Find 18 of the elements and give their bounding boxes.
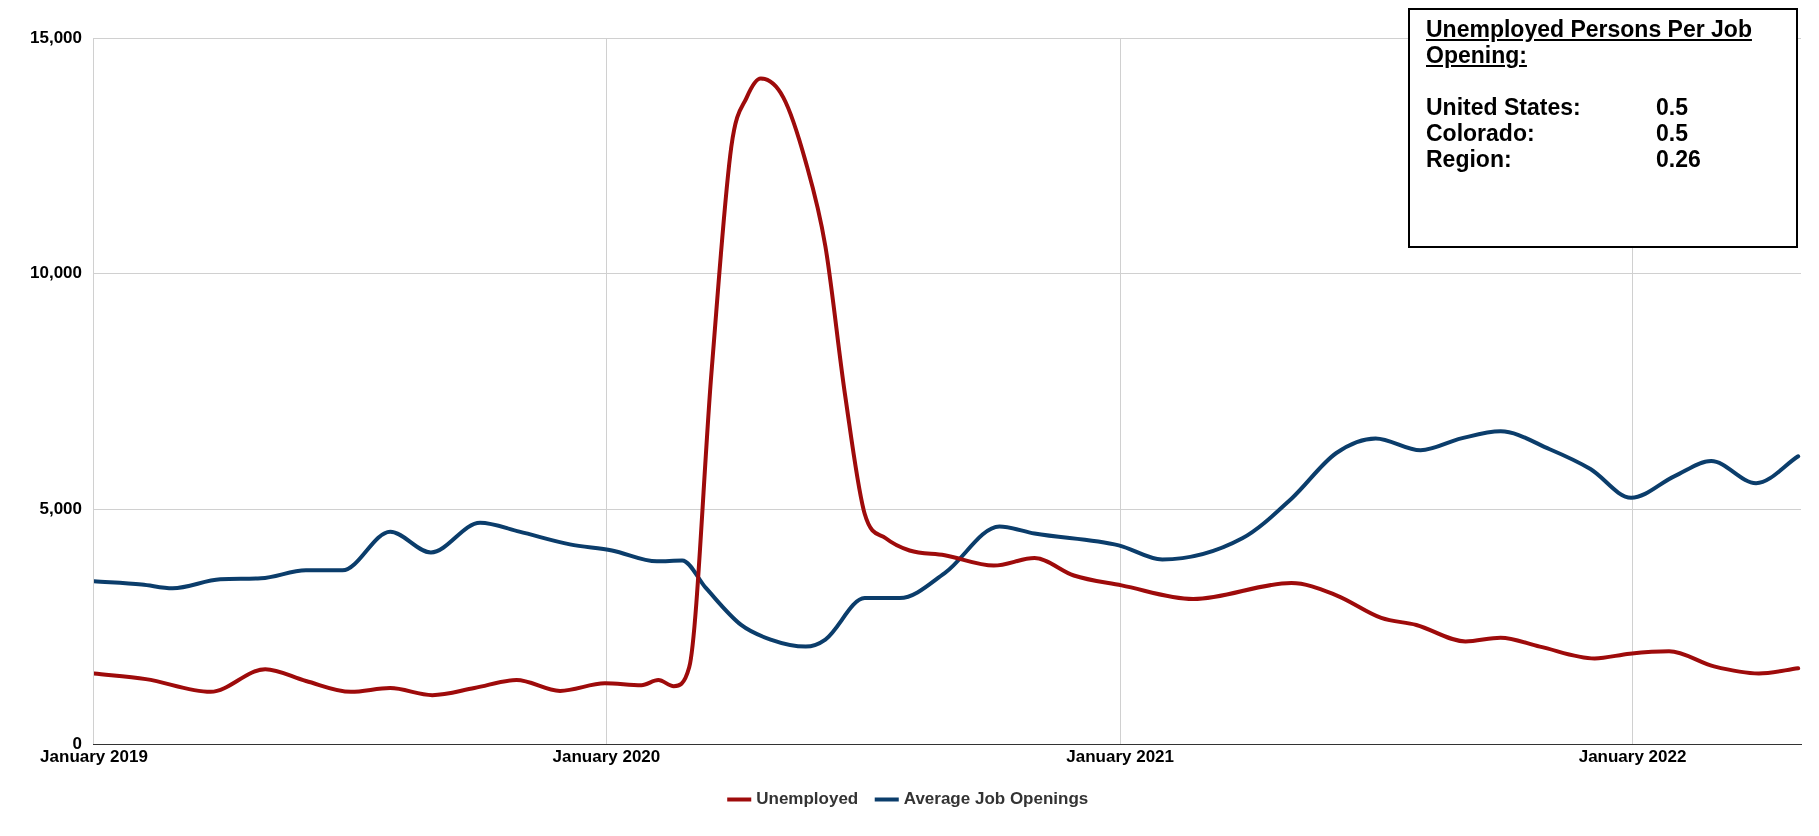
annotation: 0.5: [1656, 94, 1688, 120]
y-tick-label: 5,000: [39, 498, 82, 518]
y-tick-label: 10,000: [30, 263, 82, 283]
annotation: Region:: [1426, 146, 1513, 172]
legend-label: Unemployed: [756, 789, 859, 809]
annotation: United States:: [1426, 94, 1582, 120]
line-series: [94, 76, 1801, 698]
line-series: [94, 429, 1801, 649]
annotation: 0.26: [1656, 146, 1701, 172]
annotation: Unemployed Persons Per Job Opening:: [1426, 16, 1753, 68]
legend-label: Average Job Openings: [903, 789, 1089, 809]
y-tick-label: 0: [72, 734, 82, 754]
x-tick-label: January 2022: [1578, 747, 1687, 767]
annotation: 0.5: [1656, 120, 1688, 146]
x-tick-label: January 2021: [1066, 747, 1175, 767]
annotation: Colorado:: [1426, 120, 1536, 146]
x-tick-label: January 2020: [552, 747, 661, 767]
y-tick-label: 15,000: [30, 27, 82, 47]
